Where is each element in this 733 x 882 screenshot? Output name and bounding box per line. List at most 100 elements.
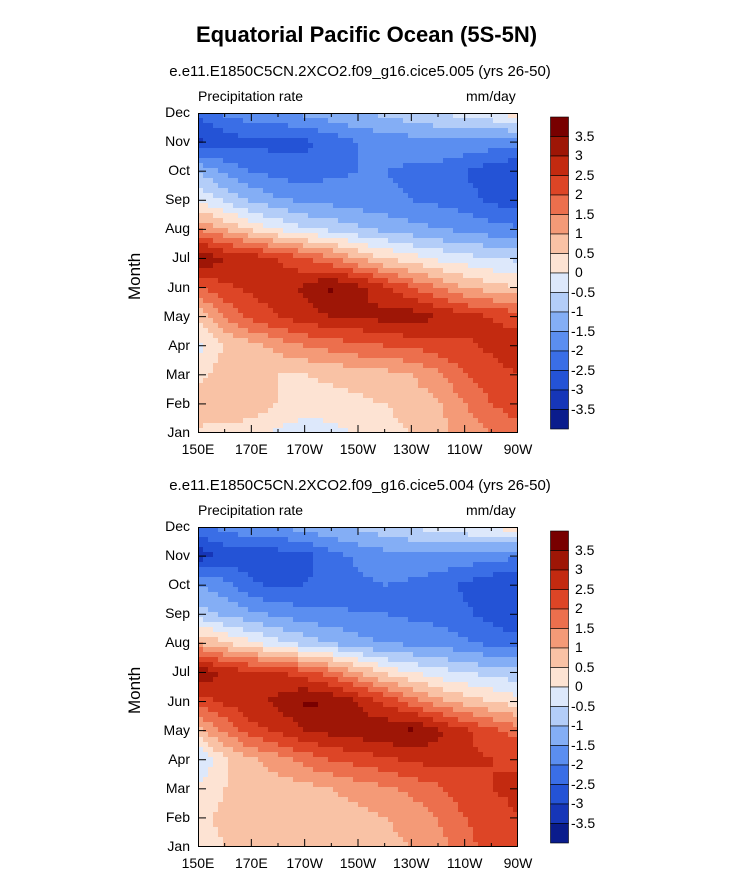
heatmap-cell [258, 163, 264, 169]
heatmap-cell [508, 123, 514, 129]
heatmap-cell [208, 413, 214, 419]
heatmap-cell [243, 288, 249, 294]
heatmap-cell [368, 303, 374, 309]
heatmap-cell [228, 218, 234, 224]
heatmap-cell [243, 323, 249, 329]
heatmap-cell [448, 353, 454, 359]
heatmap-cell [223, 283, 229, 289]
heatmap-cell [233, 203, 239, 209]
heatmap-cell [513, 243, 518, 249]
heatmap-cell [503, 203, 509, 209]
heatmap-cell [323, 423, 329, 429]
heatmap-cell [473, 537, 479, 543]
heatmap-cell [308, 258, 314, 264]
heatmap-cell [333, 223, 339, 229]
heatmap-cell [338, 308, 344, 314]
heatmap-cell [318, 268, 324, 274]
heatmap-cell [233, 547, 239, 553]
heatmap-cell [393, 363, 399, 369]
heatmap-cell [328, 552, 334, 558]
heatmap-cell [328, 338, 334, 344]
heatmap-cell [438, 128, 444, 134]
heatmap-cell [478, 198, 484, 204]
heatmap-cell [208, 263, 214, 269]
heatmap-cell [453, 413, 459, 419]
heatmap-cell [468, 143, 474, 149]
heatmap-cell [438, 238, 444, 244]
heatmap-cell [368, 343, 374, 349]
heatmap-cell [248, 113, 254, 119]
heatmap-cell [323, 233, 329, 239]
heatmap-cell [318, 228, 324, 234]
heatmap-cell [363, 557, 369, 563]
heatmap-cell [463, 333, 469, 339]
heatmap-cell [378, 238, 384, 244]
heatmap-cell [358, 173, 364, 179]
heatmap-cell [203, 133, 209, 139]
heatmap-cell [393, 328, 399, 334]
heatmap-cell [293, 128, 299, 134]
heatmap-cell [453, 582, 459, 588]
heatmap-cell [268, 133, 274, 139]
heatmap-cell [433, 398, 439, 404]
heatmap-cell [438, 208, 444, 214]
heatmap-cell [233, 353, 239, 359]
heatmap-cell [393, 238, 399, 244]
heatmap-cell [463, 527, 469, 533]
heatmap-cell [428, 258, 434, 264]
heatmap-cell [388, 193, 394, 199]
heatmap-cell [238, 587, 244, 593]
heatmap-cell [333, 557, 339, 563]
heatmap-cell [373, 168, 379, 174]
heatmap-cell [503, 333, 509, 339]
heatmap-cell [268, 243, 274, 249]
heatmap-cell [388, 188, 394, 194]
heatmap-cell [433, 268, 439, 274]
heatmap-cell [393, 542, 399, 548]
heatmap-cell [408, 318, 414, 324]
heatmap-cell [448, 183, 454, 189]
heatmap-cell [223, 113, 229, 119]
heatmap-cell [348, 193, 354, 199]
heatmap-cell [393, 268, 399, 274]
heatmap-cell [453, 138, 459, 144]
heatmap-cell [508, 542, 514, 548]
colorbar-swatch [550, 116, 569, 137]
heatmap-cell [343, 547, 349, 553]
heatmap-cell [298, 278, 304, 284]
heatmap-cell [473, 173, 479, 179]
heatmap-cell [228, 313, 234, 319]
heatmap-cell [413, 572, 419, 578]
heatmap-cell [383, 537, 389, 543]
heatmap-cell [473, 163, 479, 169]
heatmap-cell [253, 398, 259, 404]
heatmap-cell [213, 318, 219, 324]
heatmap-cell [403, 173, 409, 179]
heatmap-cell [288, 173, 294, 179]
heatmap-cell [323, 527, 329, 533]
heatmap-cell [268, 393, 274, 399]
heatmap-cell [378, 283, 384, 289]
heatmap-cell [233, 143, 239, 149]
heatmap-cell [443, 582, 449, 588]
heatmap-cell [293, 233, 299, 239]
heatmap-cell [283, 133, 289, 139]
heatmap-cell [488, 288, 494, 294]
heatmap-cell [253, 298, 259, 304]
heatmap-cell [468, 258, 474, 264]
heatmap-cell [213, 542, 219, 548]
heatmap-cell [413, 138, 419, 144]
heatmap-cell [353, 393, 359, 399]
heatmap-cell [483, 238, 489, 244]
heatmap-cell [493, 428, 499, 433]
heatmap-cell [308, 318, 314, 324]
heatmap-cell [223, 233, 229, 239]
heatmap-cell [298, 333, 304, 339]
heatmap-cell [403, 253, 409, 259]
heatmap-cell [463, 198, 469, 204]
heatmap-cell [343, 368, 349, 374]
heatmap-cell [343, 537, 349, 543]
heatmap-cell [323, 308, 329, 314]
heatmap-cell [263, 118, 269, 124]
heatmap-cell [348, 333, 354, 339]
